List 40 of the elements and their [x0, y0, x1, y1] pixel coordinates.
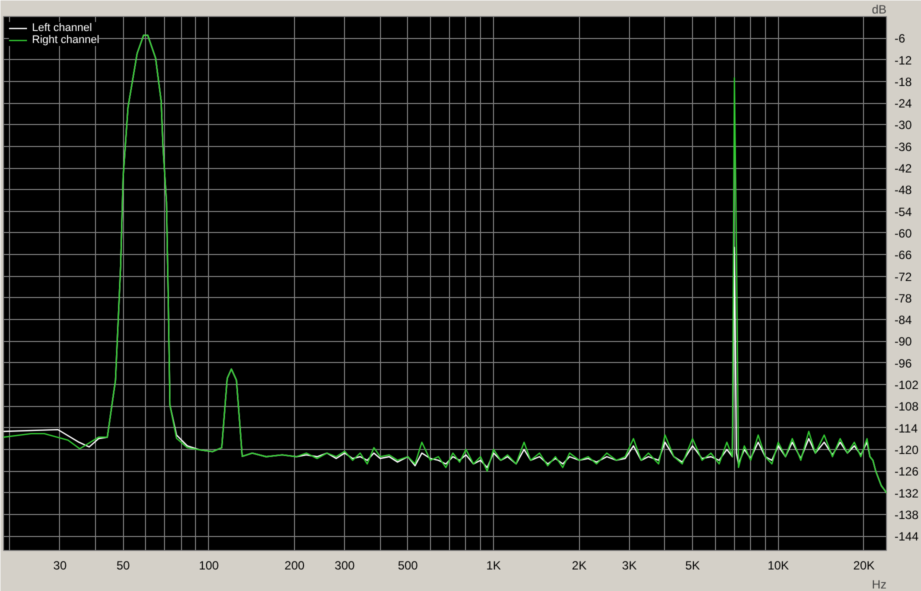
- y-tick-label: -120: [894, 442, 919, 457]
- y-tick-label: -126: [894, 464, 919, 479]
- y-tick-label: -138: [894, 508, 919, 522]
- x-tick-label: 3K: [622, 558, 637, 572]
- y-tick-label: -132: [894, 486, 919, 500]
- y-tick-label: -24: [894, 96, 912, 111]
- y-tick-label: -6: [894, 32, 906, 46]
- y-tick-label: -72: [894, 270, 912, 284]
- y-tick-label: -96: [894, 356, 912, 370]
- x-tick-label: 30: [53, 558, 67, 572]
- x-tick-label: 500: [398, 558, 418, 572]
- y-tick-label: -90: [894, 334, 912, 349]
- x-tick-label: 5K: [685, 558, 700, 572]
- y-tick-label: -48: [894, 183, 912, 198]
- x-tick-label: 300: [334, 558, 356, 572]
- y-tick-label: -18: [894, 74, 912, 89]
- y-tick-label: -102: [894, 378, 919, 392]
- x-tick-label: 1K: [486, 558, 501, 572]
- x-tick-label: 100: [198, 558, 220, 572]
- y-tick-label: -114: [894, 421, 918, 436]
- x-axis-title: Hz: [872, 578, 887, 591]
- legend-label: Left channel: [32, 22, 92, 34]
- x-tick-label: 20K: [853, 558, 875, 572]
- y-axis-title: dB: [872, 2, 887, 16]
- x-tick-label: 200: [284, 558, 305, 572]
- y-tick-label: -84: [894, 313, 912, 328]
- legend-label: Right channel: [32, 34, 100, 46]
- y-tick-label: -108: [894, 400, 919, 414]
- x-tick-label: 2K: [572, 558, 587, 572]
- y-tick-label: -36: [894, 140, 912, 154]
- y-tick-label: -78: [894, 291, 912, 306]
- y-tick-label: -144: [894, 530, 919, 544]
- x-tick-label: 50: [116, 558, 130, 572]
- y-tick-label: -60: [894, 226, 912, 240]
- y-tick-label: -30: [894, 118, 912, 132]
- y-tick-label: -12: [894, 53, 912, 68]
- y-tick-label: -54: [894, 204, 912, 219]
- y-tick-label: -66: [894, 248, 912, 262]
- x-tick-label: 10K: [768, 558, 789, 572]
- y-tick-label: -42: [894, 162, 912, 176]
